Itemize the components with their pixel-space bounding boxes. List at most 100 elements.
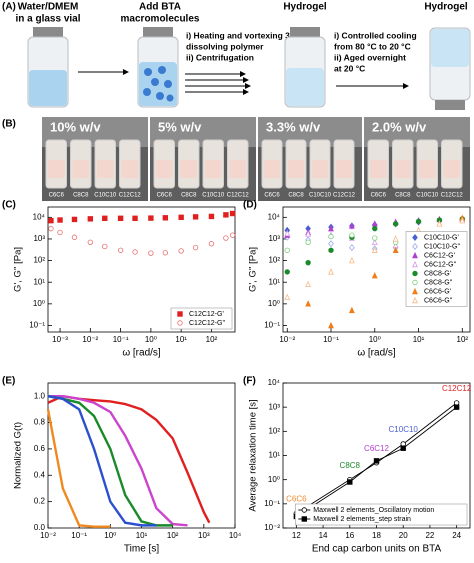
x-tick-label: 10⁻¹ xyxy=(323,335,339,344)
point xyxy=(48,225,54,232)
legend-marker xyxy=(412,242,418,251)
plot-frame xyxy=(47,382,236,529)
series-line xyxy=(48,394,188,527)
vial-label-patch xyxy=(264,160,280,178)
point xyxy=(148,250,154,256)
legend-label: C12C12-G' xyxy=(189,311,224,318)
point xyxy=(117,247,124,253)
legend-marker xyxy=(412,270,418,277)
x-tick-label: 10⁻² xyxy=(279,335,295,344)
x-tick-label: 20 xyxy=(399,531,408,540)
x-tick-label: 10² xyxy=(167,531,179,540)
point xyxy=(71,234,78,240)
point xyxy=(392,235,399,242)
point xyxy=(57,229,63,236)
legend-marker xyxy=(412,296,418,304)
point xyxy=(208,241,215,247)
x-tick-label: 12 xyxy=(292,531,301,540)
y-axis-label: G', G'' [Pa] xyxy=(13,247,24,292)
point xyxy=(162,250,169,256)
vial-label: C6C6 xyxy=(157,193,173,199)
point-label: C10C10 xyxy=(389,425,419,434)
x-tick-label: 22 xyxy=(425,531,434,540)
legend-marker xyxy=(412,233,418,242)
group-title: 3.3% w/v xyxy=(266,119,321,134)
caption: Water/DMEM xyxy=(18,2,79,13)
chart: (D) 10⁻² 10⁻¹ 10⁰ 10¹ 10² 10⁻¹ 10⁰ 10¹ 10² 10³ 10⁴ ω… xyxy=(243,200,471,359)
group-title: 2.0% w/v xyxy=(372,119,427,134)
panel-label: (F) xyxy=(243,376,256,387)
panel-label: (B) xyxy=(2,119,16,130)
point-label: C8C8 xyxy=(340,461,361,470)
y-tick-label: 10⁻¹ xyxy=(264,321,280,330)
x-tick-label: 10² xyxy=(457,335,469,344)
point xyxy=(348,306,355,314)
x-axis-label: Time [s] xyxy=(124,544,159,555)
vial-label-patch xyxy=(312,160,328,178)
x-axis-label: ω [rad/s] xyxy=(357,348,396,359)
point xyxy=(372,225,378,232)
legend-marker xyxy=(412,287,418,295)
plot-area xyxy=(48,210,236,256)
point xyxy=(305,230,312,237)
y-tick-label: 10⁴ xyxy=(268,378,281,387)
y-tick-label: 10² xyxy=(33,256,45,265)
point xyxy=(178,214,184,221)
y-tick-label: 0.2 xyxy=(34,497,46,506)
y-tick-label: 10⁻¹ xyxy=(29,321,45,330)
step-text: i) Controlled cooling xyxy=(334,30,417,40)
plot-area xyxy=(46,394,211,528)
y-tick-label: 10⁻² xyxy=(264,523,280,532)
chart: (E) 10⁻² 10⁻¹ 10⁰ 10¹ 10² 10³ 10⁴ 0.0 0.2 0.4 0.6 0.… xyxy=(2,376,242,555)
point xyxy=(349,244,355,252)
y-tick-label: 10⁰ xyxy=(33,299,45,308)
chart: (F) 12 14 16 18 20 22 24 10⁻² 10⁻¹ 10⁰ 10¹ 10² 10³ 10⁴… xyxy=(243,376,472,555)
point xyxy=(117,215,124,222)
step-text: ii) Centrifugation xyxy=(186,52,254,62)
vial-label: C8C8 xyxy=(395,193,411,199)
caption: Hydrogel xyxy=(283,2,327,13)
vial-label: C10C10 xyxy=(416,193,439,199)
point xyxy=(400,445,406,451)
y-tick-label: 10⁰ xyxy=(268,299,280,308)
vial-label: C6C6 xyxy=(49,193,65,199)
x-tick-label: 16 xyxy=(345,531,354,540)
y-tick-label: 10⁴ xyxy=(268,212,281,221)
y-tick-label: 10¹ xyxy=(268,451,280,460)
point xyxy=(328,321,334,329)
legend-label: C10C10-G' xyxy=(424,234,459,241)
x-tick-label: 10⁰ xyxy=(145,335,157,344)
point xyxy=(223,212,229,218)
vial-label-patch xyxy=(419,160,436,178)
x-tick-label: 10⁻² xyxy=(82,335,98,344)
caption: in a glass vial xyxy=(15,14,80,25)
point xyxy=(328,240,334,248)
chart: (C) 10⁻³ 10⁻² 10⁻¹ 10⁰ 10¹ 10² 10⁻¹ 10⁰ 10¹ 10² 10³… xyxy=(2,200,236,359)
legend-marker xyxy=(301,507,307,513)
x-tick-label: 10⁻¹ xyxy=(71,531,87,540)
point xyxy=(102,215,108,222)
caption: macromolecules xyxy=(121,14,200,25)
y-tick-label: 10³ xyxy=(268,402,280,411)
caption: Hydrogel xyxy=(424,2,468,13)
x-tick-label: 24 xyxy=(452,531,461,540)
point xyxy=(162,215,169,221)
plot-frame xyxy=(282,206,471,333)
point xyxy=(87,216,94,222)
y-tick-label: 10⁰ xyxy=(268,475,280,484)
x-tick-label: 10³ xyxy=(198,531,210,540)
group-title: 10% w/v xyxy=(50,119,101,134)
vial-label: C8C8 xyxy=(73,193,89,199)
point xyxy=(305,300,312,307)
y-tick-label: 0.8 xyxy=(34,418,46,427)
vial xyxy=(137,27,179,108)
y-tick-label: 10¹ xyxy=(33,277,45,286)
point xyxy=(436,220,443,227)
vial-label-patch xyxy=(336,160,352,178)
vial-label-patch xyxy=(121,160,138,178)
legend-label: C6C12-G'' xyxy=(424,261,456,268)
point xyxy=(305,239,311,246)
vial-label: C8C8 xyxy=(288,193,304,199)
point xyxy=(229,232,236,238)
